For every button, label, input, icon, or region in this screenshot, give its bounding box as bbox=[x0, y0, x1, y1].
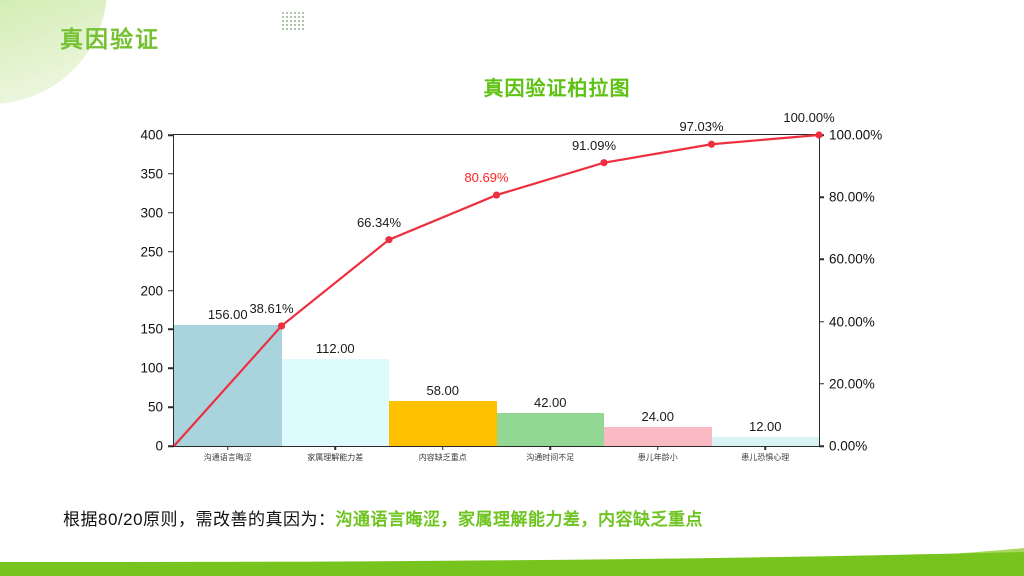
bar-value-label: 12.00 bbox=[748, 418, 782, 434]
left-axis-tick-label: 150 bbox=[140, 321, 163, 337]
right-axis-tick bbox=[819, 445, 824, 447]
left-axis-tick bbox=[168, 250, 174, 253]
line-marker-dot bbox=[385, 236, 393, 244]
right-axis-tick bbox=[819, 258, 824, 261]
right-axis-tick-label: 60.00% bbox=[829, 251, 875, 267]
cumulative-percent-label: 38.61% bbox=[249, 300, 294, 316]
right-axis-tick bbox=[819, 320, 824, 323]
line-marker-dot bbox=[600, 159, 608, 167]
bar-value-label: 24.00 bbox=[641, 409, 675, 425]
cumulative-percent-label: 100.00% bbox=[783, 110, 835, 125]
left-axis-tick-label: 300 bbox=[140, 205, 163, 221]
conclusion-root-causes: 沟通语言晦涩，家属理解能力差，内容缺乏重点 bbox=[335, 510, 704, 529]
right-axis-tick-label: 0.00% bbox=[829, 438, 868, 454]
bar-5 bbox=[604, 427, 712, 446]
category-label: 沟通时间不足 bbox=[526, 453, 575, 462]
left-axis-tick bbox=[168, 173, 174, 175]
right-axis-tick-label: 20.00% bbox=[829, 376, 875, 392]
line-marker-dot bbox=[815, 131, 823, 139]
left-axis-tick-label: 200 bbox=[140, 283, 163, 298]
x-axis-tick bbox=[334, 446, 336, 450]
left-axis-tick-label: 0 bbox=[155, 438, 163, 454]
bar-value-label: 112.00 bbox=[315, 340, 355, 356]
bottom-wave-decoration bbox=[0, 548, 1024, 576]
bar-6 bbox=[711, 436, 819, 446]
right-axis-tick bbox=[819, 196, 824, 198]
category-label: 内容缺乏重点 bbox=[418, 453, 467, 462]
left-axis-tick bbox=[168, 134, 174, 136]
left-axis-tick-label: 350 bbox=[140, 166, 163, 182]
cumulative-percent-label: 97.03% bbox=[679, 119, 724, 135]
left-axis-tick-label: 400 bbox=[140, 127, 163, 143]
right-axis-tick-label: 40.00% bbox=[829, 314, 875, 330]
cumulative-percent-label: 91.09% bbox=[571, 137, 617, 153]
conclusion-text: 根据80/20原则，需改善的真因为：沟通语言晦涩，家属理解能力差，内容缺乏重点 bbox=[63, 505, 703, 530]
left-axis-tick bbox=[168, 212, 174, 214]
category-label: 患儿年龄小 bbox=[637, 453, 678, 462]
left-axis-tick bbox=[168, 367, 174, 369]
x-axis-tick bbox=[657, 446, 659, 450]
chart-title: 真因验证柏拉图 bbox=[483, 78, 631, 100]
x-axis-tick bbox=[442, 446, 444, 450]
left-axis-tick bbox=[168, 328, 174, 331]
category-label: 家属理解能力差 bbox=[307, 453, 364, 462]
wave-main-band bbox=[0, 552, 1024, 576]
right-axis-tick bbox=[819, 383, 824, 385]
bar-2 bbox=[281, 358, 389, 446]
right-axis-tick-label: 80.00% bbox=[829, 189, 875, 205]
slide-title: 真因验证 bbox=[60, 26, 160, 52]
dots-grid-icon bbox=[281, 11, 304, 31]
line-marker-dot bbox=[492, 191, 501, 199]
line-marker-dot bbox=[277, 322, 286, 330]
conclusion-prefix: 根据80/20原则，需改善的真因为： bbox=[63, 510, 336, 529]
x-axis-tick bbox=[549, 446, 551, 450]
bar-value-label: 42.00 bbox=[533, 395, 567, 411]
line-marker-dot bbox=[707, 140, 716, 148]
right-axis-tick-label: 100.00% bbox=[829, 127, 883, 143]
left-axis-tick-label: 100 bbox=[140, 360, 163, 376]
left-axis-tick-label: 250 bbox=[140, 244, 163, 260]
cumulative-percent-label: 66.34% bbox=[356, 214, 402, 230]
x-axis-tick bbox=[227, 446, 229, 450]
pareto-chart-plot-area: 156.00 沟通语言晦涩 112.00 家属理解能力差 58.00 内容缺乏重点 42.0… bbox=[140, 110, 882, 462]
left-axis-tick bbox=[168, 289, 174, 292]
left-axis-tick-label: 50 bbox=[147, 399, 163, 415]
left-axis-tick bbox=[168, 406, 174, 408]
bar-3 bbox=[389, 400, 497, 446]
left-axis-tick bbox=[168, 445, 174, 447]
bar-value-label: 58.00 bbox=[426, 382, 460, 398]
cumulative-percent-line bbox=[173, 131, 823, 447]
bar-value-label: 156.00 bbox=[207, 306, 248, 322]
category-label: 患儿恐惧心理 bbox=[741, 453, 790, 462]
x-axis-tick bbox=[764, 446, 766, 450]
bar-4 bbox=[496, 413, 604, 446]
category-label: 沟通语言晦涩 bbox=[203, 453, 252, 462]
cumulative-percent-label: 80.69% bbox=[464, 170, 509, 186]
